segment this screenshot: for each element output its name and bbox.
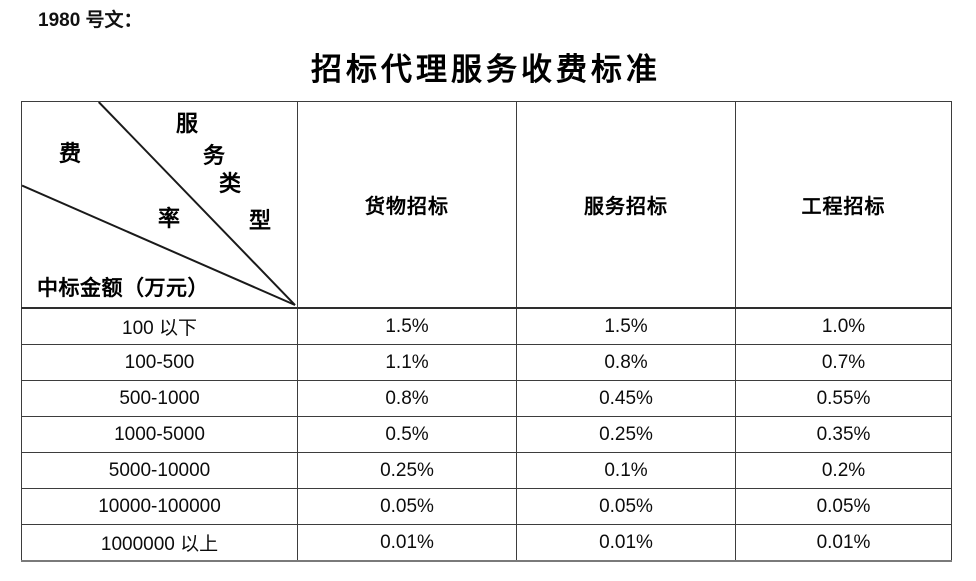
rate-cell: 0.7%	[735, 344, 952, 381]
column-header-engineering-bidding: 工程招标	[735, 101, 952, 309]
corner-label-service-type-char-2: 务	[203, 143, 226, 169]
column-header-goods-bidding: 货物招标	[297, 101, 517, 309]
rate-cell: 0.8%	[297, 380, 517, 417]
rate-cell: 0.55%	[735, 380, 952, 417]
table-row: 1000000 以上 0.01% 0.01% 0.01%	[21, 524, 952, 562]
amount-range-cell: 1000-5000	[21, 416, 298, 453]
column-header-service-bidding: 服务招标	[516, 101, 736, 309]
amount-range-cell: 1000000 以上	[21, 524, 298, 562]
amount-range-cell: 5000-10000	[21, 452, 298, 489]
rate-cell: 0.1%	[516, 452, 736, 489]
corner-label-bid-amount: 中标金额（万元）	[37, 275, 209, 300]
table-row: 500-1000 0.8% 0.45% 0.55%	[21, 380, 952, 417]
rate-cell: 0.05%	[735, 488, 952, 525]
rate-cell: 0.8%	[516, 344, 736, 381]
amount-range-cell: 100 以下	[21, 307, 298, 345]
rate-cell: 1.5%	[297, 307, 517, 345]
rate-cell: 0.5%	[297, 416, 517, 453]
rate-cell: 0.05%	[516, 488, 736, 525]
rate-cell: 0.35%	[735, 416, 952, 453]
rate-cell: 0.25%	[516, 416, 736, 453]
rate-cell: 0.01%	[735, 524, 952, 562]
corner-label-service-type-char-4: 型	[249, 208, 272, 234]
table-row: 10000-100000 0.05% 0.05% 0.05%	[21, 488, 952, 525]
corner-label-rate-char: 率	[158, 206, 181, 232]
rate-cell: 1.1%	[297, 344, 517, 381]
document-number: 1980 号文：	[38, 10, 143, 31]
corner-label-fee-char: 费	[59, 141, 82, 167]
table-row: 1000-5000 0.5% 0.25% 0.35%	[21, 416, 952, 453]
rate-cell: 1.5%	[516, 307, 736, 345]
corner-label-service-type-char-3: 类	[219, 171, 242, 197]
corner-label-service-type-char-1: 服	[176, 111, 199, 137]
rate-cell: 0.25%	[297, 452, 517, 489]
rate-cell: 0.05%	[297, 488, 517, 525]
rate-cell: 0.2%	[735, 452, 952, 489]
amount-range-cell: 10000-100000	[21, 488, 298, 525]
amount-range-cell: 100-500	[21, 344, 298, 381]
fee-rate-table: 服 务 类 型 费 率 中标金额（万元） 货物招标 服务招标 工程招标 100 …	[21, 101, 952, 562]
table-row: 100 以下 1.5% 1.5% 1.0%	[21, 307, 952, 345]
diagonal-corner-cell: 服 务 类 型 费 率 中标金额（万元）	[21, 101, 298, 309]
rate-cell: 1.0%	[735, 307, 952, 345]
document-title: 招标代理服务收费标准	[311, 52, 661, 88]
rate-cell: 0.01%	[297, 524, 517, 562]
table-row: 100-500 1.1% 0.8% 0.7%	[21, 344, 952, 381]
table-row: 5000-10000 0.25% 0.1% 0.2%	[21, 452, 952, 489]
rate-cell: 0.01%	[516, 524, 736, 562]
rate-cell: 0.45%	[516, 380, 736, 417]
table-header-row: 服 务 类 型 费 率 中标金额（万元） 货物招标 服务招标 工程招标	[21, 101, 952, 309]
diagonal-lines	[22, 102, 296, 306]
amount-range-cell: 500-1000	[21, 380, 298, 417]
